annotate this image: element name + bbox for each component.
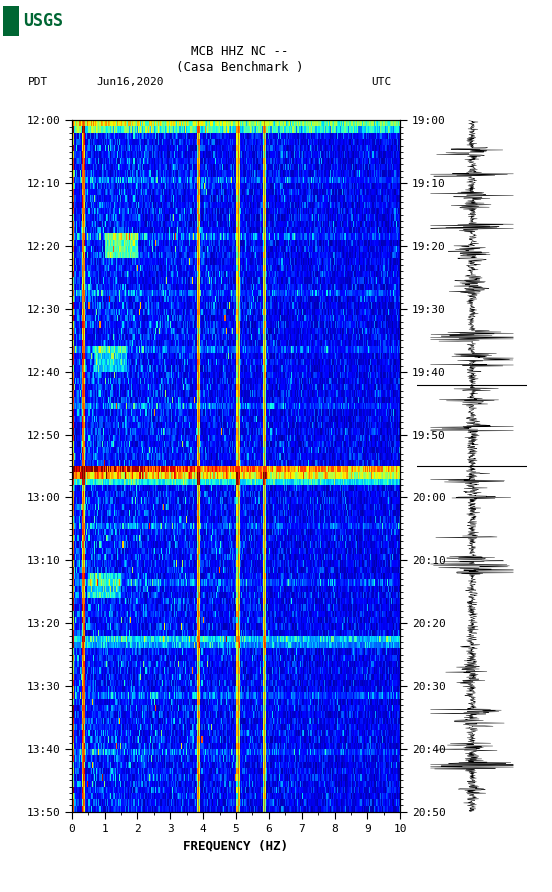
Text: PDT: PDT [28,77,48,87]
Text: MCB HHZ NC --: MCB HHZ NC -- [192,45,289,58]
Text: UTC: UTC [371,77,391,87]
Text: (Casa Benchmark ): (Casa Benchmark ) [177,62,304,74]
X-axis label: FREQUENCY (HZ): FREQUENCY (HZ) [183,839,289,852]
FancyBboxPatch shape [3,6,19,37]
Text: Jun16,2020: Jun16,2020 [97,77,164,87]
Text: USGS: USGS [23,12,63,30]
